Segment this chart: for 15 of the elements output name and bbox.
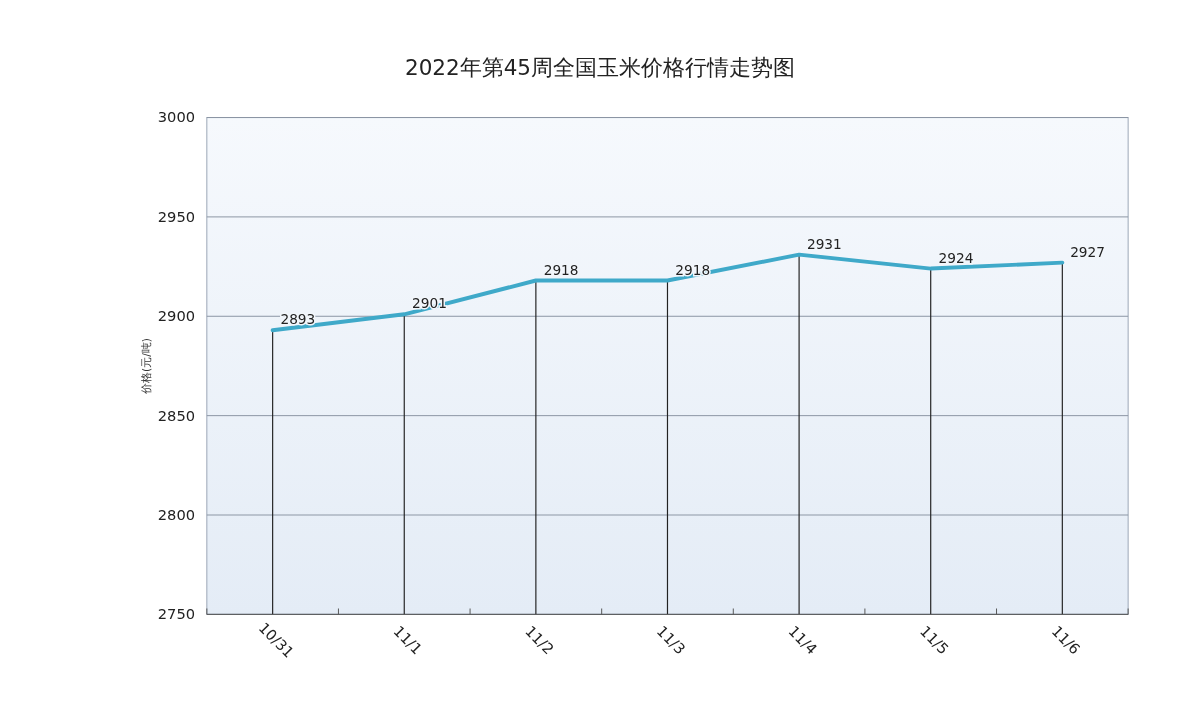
y-tick-label: 2800 [157, 505, 196, 523]
line-series [270, 252, 1065, 333]
data-label: 2918 [543, 261, 579, 278]
y-axis-title: 价格(元/吨) [140, 337, 154, 395]
y-tick-label: 2850 [157, 406, 196, 424]
chart-title: 2022年第45周全国玉米价格行情走势图 [404, 54, 796, 80]
y-tick-label: 2900 [157, 307, 196, 325]
data-label: 2918 [675, 261, 711, 278]
data-label: 2927 [1070, 243, 1105, 260]
y-tick-label: 3000 [157, 108, 196, 126]
data-label: 2931 [806, 235, 842, 252]
data-label: 2924 [938, 249, 974, 266]
y-tick-label: 2950 [157, 207, 196, 225]
data-label: 2893 [280, 311, 316, 328]
y-tick-label: 2750 [157, 605, 196, 623]
